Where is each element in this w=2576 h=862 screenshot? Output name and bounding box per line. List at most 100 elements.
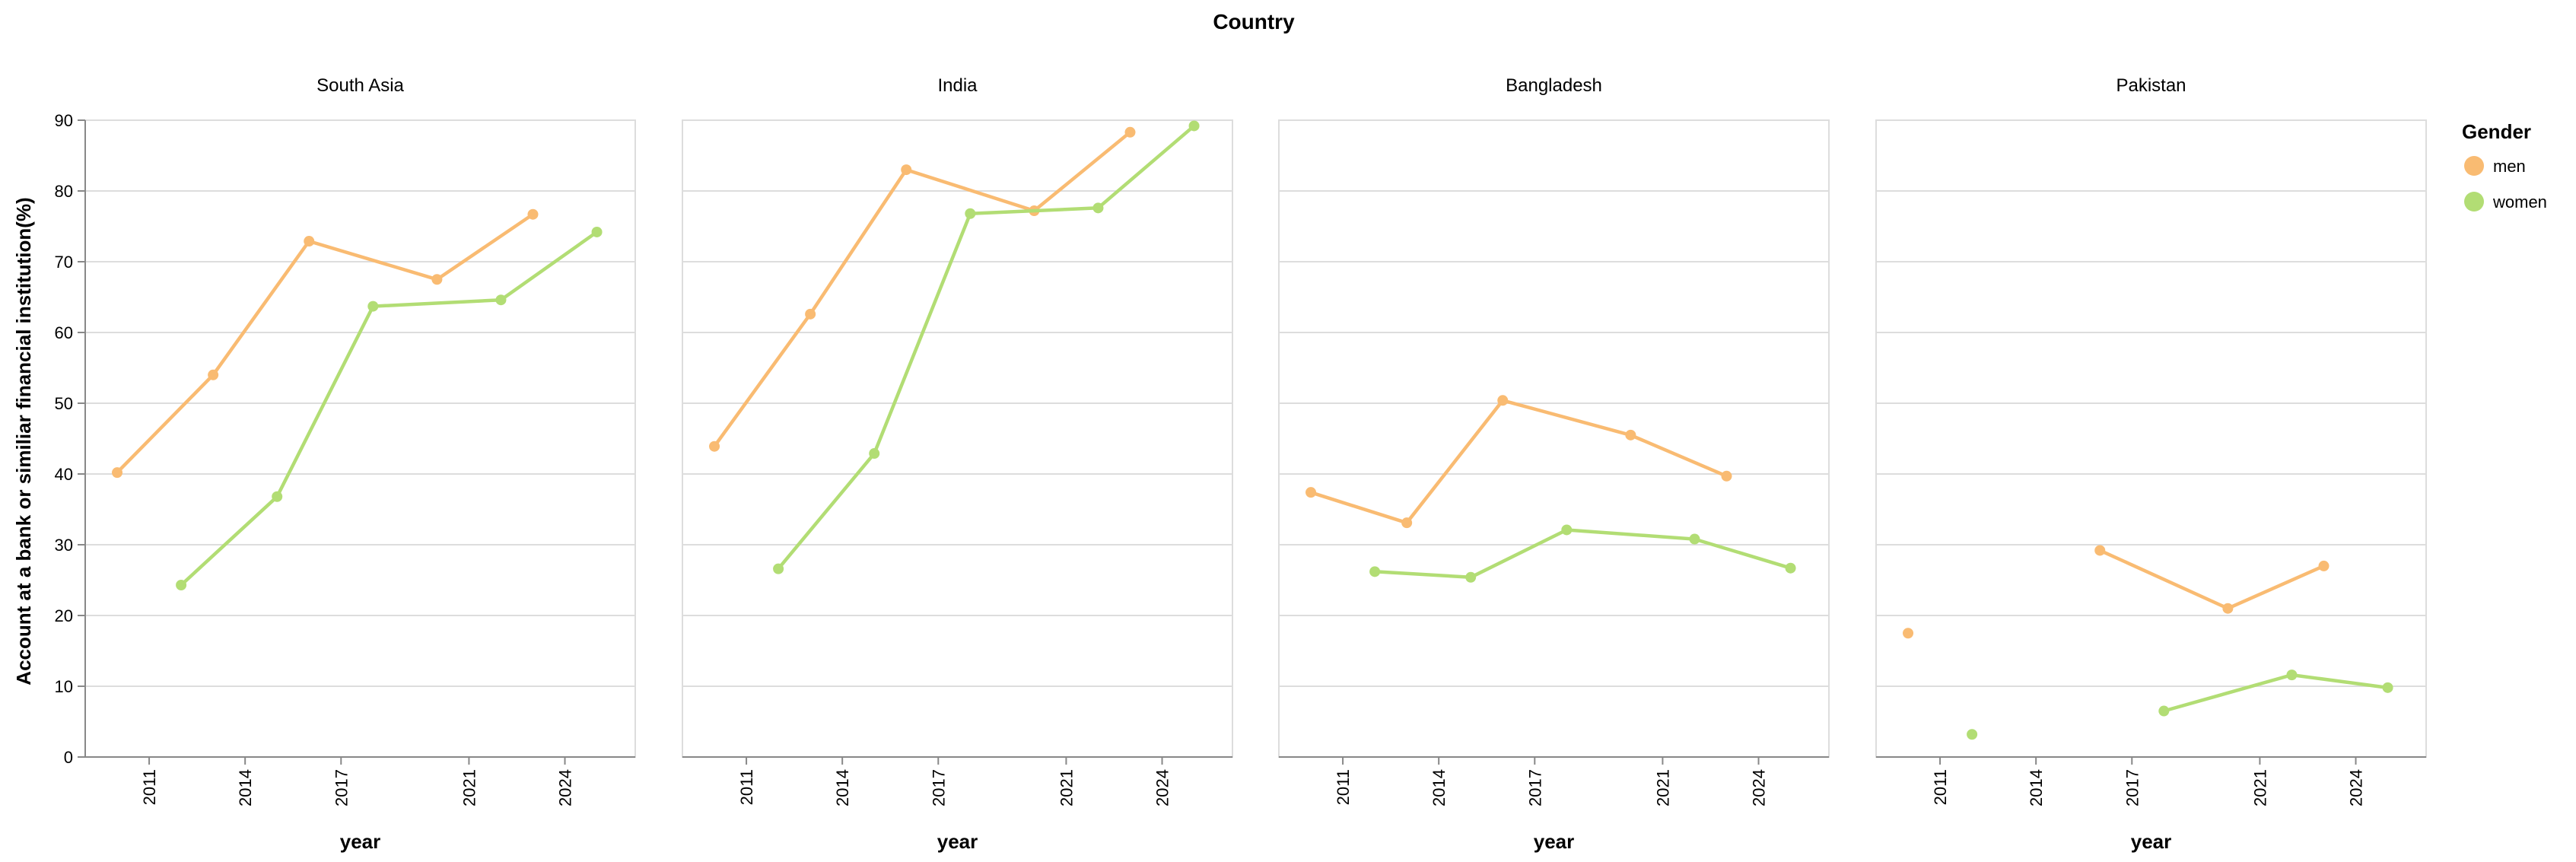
- data-point-women: [1369, 566, 1381, 577]
- series-women: [1369, 524, 1796, 583]
- series-men: [1903, 545, 2330, 639]
- data-point-men: [208, 369, 219, 380]
- x-tick-label: 2021: [2250, 769, 2269, 806]
- x-tick-label: 2024: [556, 769, 575, 806]
- x-tick-label: 2011: [737, 769, 756, 805]
- x-axis-title: year: [340, 830, 381, 853]
- data-point-men: [1124, 126, 1136, 138]
- data-point-men: [2222, 603, 2234, 614]
- series-line-men: [115, 212, 535, 475]
- data-point-women: [869, 448, 880, 460]
- series-line-men: [2097, 549, 2326, 610]
- series-line-men: [1309, 399, 1728, 525]
- data-point-women: [2286, 670, 2298, 681]
- legend-label-women: women: [2492, 192, 2547, 212]
- x-tick-label: 2014: [833, 769, 852, 806]
- chart-title: Country: [1213, 10, 1295, 33]
- series-men: [709, 126, 1136, 452]
- panel-frame: [84, 119, 636, 758]
- data-point-women: [591, 226, 603, 237]
- y-tick-label: 70: [55, 253, 73, 272]
- x-tick-label: 2011: [140, 769, 159, 805]
- x-tick-label: 2011: [1931, 769, 1950, 805]
- x-tick-label: 2024: [1750, 769, 1769, 806]
- series-line-women: [179, 230, 599, 587]
- data-point-women: [1188, 120, 1200, 132]
- data-point-men: [1497, 395, 1509, 406]
- data-point-women: [773, 563, 784, 574]
- data-point-women: [1785, 562, 1796, 574]
- y-tick-label: 0: [64, 748, 73, 767]
- data-point-men: [304, 236, 315, 247]
- y-tick-label: 20: [55, 606, 73, 625]
- data-point-men: [1625, 429, 1636, 441]
- data-point-men: [709, 441, 720, 452]
- facet-title: South Asia: [316, 75, 404, 96]
- data-point-women: [1967, 729, 1978, 740]
- y-tick-label: 40: [55, 465, 73, 484]
- data-point-men: [1903, 628, 1914, 639]
- y-axis-title: Account at a bank or similiar financial …: [12, 197, 35, 685]
- y-tick-label: 60: [55, 323, 73, 342]
- panel-frame: [1875, 119, 2427, 758]
- x-tick-label: 2017: [332, 769, 351, 806]
- series-women: [1967, 670, 2393, 740]
- data-point-men: [431, 274, 443, 285]
- y-tick-label: 50: [55, 394, 73, 413]
- data-point-women: [367, 301, 379, 312]
- x-tick-label: 2024: [2347, 769, 2366, 806]
- x-tick-label: 2014: [2027, 769, 2046, 806]
- x-tick-label: 2017: [1525, 769, 1544, 806]
- facet-bangladesh: Bangladesh 2011 2014 2017 2021 2024 year: [1278, 75, 1830, 853]
- data-point-women: [1689, 533, 1700, 545]
- panel-frame: [682, 119, 1233, 758]
- data-point-men: [2318, 560, 2330, 571]
- legend-swatch-women: [2464, 192, 2484, 212]
- x-axis-title: year: [1534, 830, 1575, 853]
- legend-swatch-men: [2464, 156, 2484, 176]
- y-tick-label: 30: [55, 536, 73, 555]
- series-line-women: [2162, 673, 2390, 713]
- data-point-men: [2094, 545, 2106, 556]
- data-point-men: [1721, 470, 1732, 482]
- x-tick-label: 2021: [460, 769, 479, 806]
- data-point-men: [901, 164, 912, 176]
- x-tick-label: 2014: [236, 769, 255, 806]
- x-tick-label: 2014: [1430, 769, 1449, 806]
- panel-frame: [1278, 119, 1830, 758]
- data-point-women: [1465, 571, 1477, 583]
- facet-title: India: [937, 75, 978, 96]
- y-tick-label: 90: [55, 111, 73, 130]
- data-point-men: [1305, 487, 1317, 498]
- data-point-men: [805, 308, 816, 320]
- data-point-women: [495, 294, 507, 306]
- series-men: [1305, 395, 1732, 529]
- data-point-women: [272, 491, 283, 502]
- y-tick-label: 80: [55, 182, 73, 201]
- series-line-men: [712, 130, 1132, 448]
- data-point-men: [1401, 517, 1413, 529]
- x-axis-title: year: [937, 830, 978, 853]
- data-point-women: [2158, 705, 2170, 717]
- data-point-women: [176, 580, 187, 591]
- x-tick-label: 2017: [929, 769, 948, 806]
- legend-label-men: men: [2493, 157, 2526, 176]
- facet-pakistan: Pakistan 2011 2014 2017 2021 2024 year: [1875, 75, 2427, 853]
- data-point-women: [1092, 202, 1104, 214]
- x-axis-title: year: [2131, 830, 2172, 853]
- y-tick-label: 10: [55, 677, 73, 696]
- data-point-women: [965, 208, 976, 219]
- facet-panels: South Asia 2011 2014 2017 2021 2024 year 0 10 20 3…: [55, 75, 2427, 853]
- data-point-men: [112, 467, 123, 479]
- facet-title: Pakistan: [2116, 75, 2186, 96]
- data-point-women: [1561, 524, 1573, 536]
- series-line-women: [776, 124, 1196, 571]
- series-women: [773, 120, 1200, 574]
- x-tick-label: 2021: [1057, 769, 1076, 806]
- legend-title: Gender: [2462, 120, 2531, 143]
- x-tick-label: 2011: [1334, 769, 1353, 805]
- facet-south-asia: South Asia 2011 2014 2017 2021 2024 year 0 10 20 3…: [55, 75, 636, 853]
- series-men: [112, 208, 539, 479]
- x-tick-label: 2021: [1653, 769, 1672, 806]
